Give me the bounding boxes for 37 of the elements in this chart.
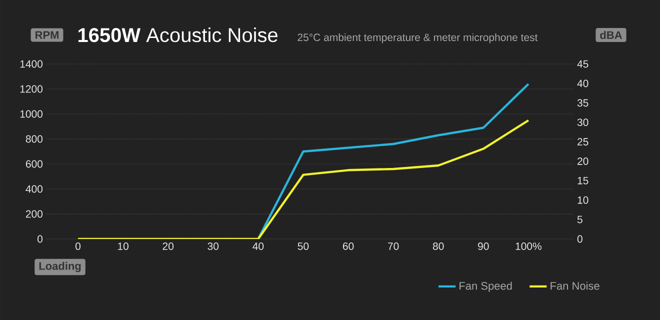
- y2-tick-label: 20: [578, 158, 588, 165]
- y2-tick-label: 15: [578, 177, 588, 184]
- y-tick-label: 0: [38, 235, 43, 243]
- x-tick-label: 30: [208, 242, 219, 250]
- y2-tick-label: 35: [577, 99, 588, 107]
- y2-tick-label: 40: [577, 80, 588, 88]
- x-tick-label: 10: [118, 242, 128, 250]
- x-tick-label: 70: [388, 242, 399, 250]
- y-tick-label: 1400: [20, 60, 43, 68]
- y-tick-label: 600: [26, 160, 43, 168]
- x-tick-label: 20: [162, 242, 174, 250]
- x-tick-label: 90: [478, 242, 489, 250]
- x-tick-label: 80: [432, 242, 444, 250]
- y-tick-label: 1000: [20, 110, 43, 118]
- y2-axis-title: dBA: [600, 30, 622, 40]
- x-tick-label: 50: [298, 242, 309, 250]
- y-tick-label: 400: [26, 185, 43, 193]
- x-tick-label: 100%: [516, 242, 542, 250]
- chart-title: 1650W Acoustic Noise: [78, 28, 278, 42]
- x-tick-label: 0: [76, 242, 81, 250]
- y-tick-label: 800: [26, 135, 43, 143]
- y2-tick-label: 0: [577, 235, 582, 243]
- y2-tick-label: 30: [577, 118, 588, 126]
- x-tick-label: 60: [342, 242, 354, 250]
- y2-tick-label: 10: [578, 196, 588, 204]
- y-tick-label: 1200: [20, 85, 43, 93]
- chart-subtitle: 25°C ambient temperature & meter microphone test: [298, 33, 538, 44]
- y-axis-title: RPM: [36, 31, 58, 39]
- x-axis-title: Loading: [39, 262, 81, 272]
- legend-label: Fan Speed: [460, 282, 512, 292]
- y-tick-label: 200: [26, 210, 43, 218]
- line-series: [257, 82, 530, 239]
- legend-label: Fan Noise: [550, 282, 600, 290]
- y2-tick-label: 45: [577, 60, 588, 68]
- y2-tick-label: 5: [577, 216, 582, 224]
- x-tick-label: 40: [252, 242, 264, 250]
- y2-tick-label: 25: [578, 138, 588, 146]
